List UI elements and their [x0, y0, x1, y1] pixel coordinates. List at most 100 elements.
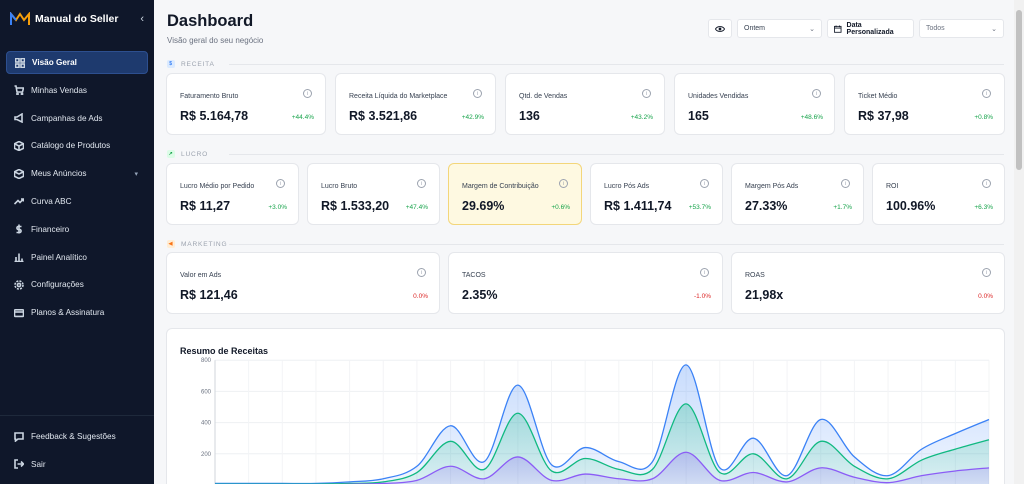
sidebar-item-painel-analitico[interactable]: Painel Analítico	[6, 246, 148, 269]
kpi-card-lucro-pos-ads[interactable]: Lucro Pós Ads i R$ 1.411,74 +53.7%	[590, 163, 723, 225]
kpi-delta: +6.3%	[974, 204, 993, 211]
info-icon[interactable]: i	[841, 179, 850, 188]
info-icon[interactable]: i	[642, 89, 651, 98]
sidebar-item-sair[interactable]: Sair	[6, 453, 148, 476]
info-icon[interactable]: i	[417, 179, 426, 188]
sidebar-item-visao-geral[interactable]: Visão Geral	[6, 51, 148, 74]
kpi-value: R$ 1.533,20	[321, 199, 390, 213]
brand[interactable]: Manual do Seller ‹	[10, 10, 144, 28]
info-icon[interactable]: i	[700, 268, 709, 277]
info-icon[interactable]: i	[473, 89, 482, 98]
sidebar-item-label: Catálogo de Produtos	[31, 141, 111, 151]
kpi-card-receita-liquida[interactable]: Receita Líquida do Marketplace i R$ 3.52…	[335, 73, 496, 135]
filter-bar: Ontem ⌄ Data Personalizada Todos ⌄	[708, 19, 1004, 38]
kpi-label: Receita Líquida do Marketplace	[349, 93, 448, 100]
kpi-label: TACOS	[462, 272, 486, 279]
sidebar-item-catalogo-de-produtos[interactable]: Catálogo de Produtos	[6, 134, 148, 157]
section-title: MARKETING	[181, 240, 228, 248]
sidebar-item-configuracoes[interactable]: Configurações	[6, 273, 148, 296]
info-icon[interactable]: i	[700, 179, 709, 188]
revenue-summary-chart-card: Resumo de Receitas 800 600 400 200	[166, 328, 1005, 484]
sidebar-item-minhas-vendas[interactable]: Minhas Vendas	[6, 79, 148, 102]
chevron-down-icon: ⌄	[991, 25, 997, 33]
sidebar-item-campanhas-de-ads[interactable]: Campanhas de Ads	[6, 107, 148, 130]
chevron-left-icon[interactable]: ‹	[140, 13, 144, 25]
page-scrollbar[interactable]	[1014, 0, 1024, 484]
kpi-value: 136	[519, 109, 540, 123]
sidebar-item-feedback[interactable]: Feedback & Sugestões	[6, 425, 148, 448]
account-select[interactable]: Todos ⌄	[919, 19, 1004, 38]
info-icon[interactable]: i	[982, 89, 991, 98]
section-title: LUCRO	[181, 150, 209, 158]
sidebar-item-label: Meus Anúncios	[31, 169, 87, 179]
kpi-card-roi[interactable]: ROI i 100.96% +6.3%	[872, 163, 1005, 225]
cart-icon	[13, 84, 25, 96]
series-line[interactable]	[214, 403, 990, 484]
sidebar-item-label: Planos & Assinatura	[31, 308, 105, 318]
period-select[interactable]: Ontem ⌄	[737, 19, 822, 38]
y-tick-label: 400	[201, 421, 212, 427]
kpi-card-ticket-medio[interactable]: Ticket Médio i R$ 37,98 +0.8%	[844, 73, 1005, 135]
page-title: Dashboard	[167, 12, 254, 30]
y-tick-label: 200	[201, 452, 212, 458]
sidebar-item-planos-assinatura[interactable]: Planos & Assinatura	[6, 301, 148, 324]
kpi-delta: +0.8%	[974, 114, 993, 121]
kpi-card-lucro-medio-pedido[interactable]: Lucro Médio por Pedido i R$ 11,27 +3.0%	[166, 163, 299, 225]
trend-icon	[13, 195, 25, 207]
custom-date-button[interactable]: Data Personalizada	[827, 19, 914, 38]
info-icon[interactable]: i	[982, 179, 991, 188]
megaphone-icon: ◀	[167, 240, 175, 248]
info-icon[interactable]: i	[812, 89, 821, 98]
account-select-value: Todos	[926, 25, 945, 32]
sidebar-nav: Visão Geral Minhas Vendas Campanhas de A…	[0, 51, 154, 329]
kpi-card-faturamento-bruto[interactable]: Faturamento Bruto i R$ 5.164,78 +44.4%	[166, 73, 326, 135]
y-tick-label: 800	[201, 358, 212, 364]
info-icon[interactable]: i	[276, 179, 285, 188]
kpi-label: Margem Pós Ads	[745, 183, 799, 190]
divider	[229, 244, 1004, 245]
kpi-value: R$ 3.521,86	[349, 109, 418, 123]
sidebar-item-label: Configurações	[31, 280, 84, 290]
kpi-label: Lucro Pós Ads	[604, 183, 650, 190]
kpi-card-tacos[interactable]: TACOS i 2.35% -1.0%	[448, 252, 723, 314]
kpi-value: 2.35%	[462, 288, 498, 302]
sidebar-item-label: Painel Analítico	[31, 252, 87, 262]
kpi-card-qtd-vendas[interactable]: Qtd. de Vendas i 136 +43.2%	[505, 73, 665, 135]
kpi-card-lucro-bruto[interactable]: Lucro Bruto i R$ 1.533,20 +47.4%	[307, 163, 440, 225]
kpi-card-margem-pos-ads[interactable]: Margem Pós Ads i 27.33% +1.7%	[731, 163, 864, 225]
kpi-delta: +53.7%	[688, 204, 711, 211]
sidebar-item-label: Minhas Vendas	[31, 85, 87, 95]
info-icon[interactable]: i	[417, 268, 426, 277]
kpi-value: 27.33%	[745, 199, 788, 213]
calendar-icon	[834, 25, 842, 33]
message-icon	[13, 431, 25, 443]
kpi-label: Lucro Bruto	[321, 183, 358, 190]
kpi-label: Valor em Ads	[180, 272, 222, 279]
info-icon[interactable]: i	[982, 268, 991, 277]
kpi-card-valor-em-ads[interactable]: Valor em Ads i R$ 121,46 0.0%	[166, 252, 440, 314]
sidebar-item-meus-anuncios[interactable]: Meus Anúncios ▾	[6, 162, 148, 185]
chevron-down-icon[interactable]: ▾	[134, 170, 138, 178]
kpi-card-unidades-vendidas[interactable]: Unidades Vendidas i 165 +48.6%	[674, 73, 835, 135]
kpi-label: Margem de Contribuição	[462, 183, 539, 190]
scrollbar-thumb[interactable]	[1016, 10, 1022, 170]
kpi-delta: +43.2%	[630, 114, 653, 121]
sidebar-item-curva-abc[interactable]: Curva ABC	[6, 190, 148, 213]
eye-icon	[715, 25, 725, 32]
kpi-card-roas[interactable]: ROAS i 21,98x 0.0%	[731, 252, 1005, 314]
y-tick-label: 600	[201, 389, 212, 395]
info-icon[interactable]: i	[303, 89, 312, 98]
kpi-card-margem-contribuicao[interactable]: Margem de Contribuição i 29.69% +0.6%	[448, 163, 582, 225]
sidebar-item-financeiro[interactable]: Financeiro	[6, 218, 148, 241]
info-icon[interactable]: i	[559, 179, 568, 188]
sidebar-item-label: Curva ABC	[31, 196, 72, 206]
sidebar-item-label: Financeiro	[31, 224, 70, 234]
visibility-toggle-button[interactable]	[708, 19, 732, 38]
series-line[interactable]	[215, 364, 990, 484]
series-line[interactable]	[215, 451, 990, 484]
kpi-delta: +0.6%	[551, 204, 570, 211]
kpi-value: R$ 11,27	[180, 199, 231, 213]
chart-title: Resumo de Receitas	[180, 346, 269, 356]
kpi-delta: +3.0%	[268, 204, 287, 211]
kpi-value: R$ 37,98	[858, 109, 909, 123]
